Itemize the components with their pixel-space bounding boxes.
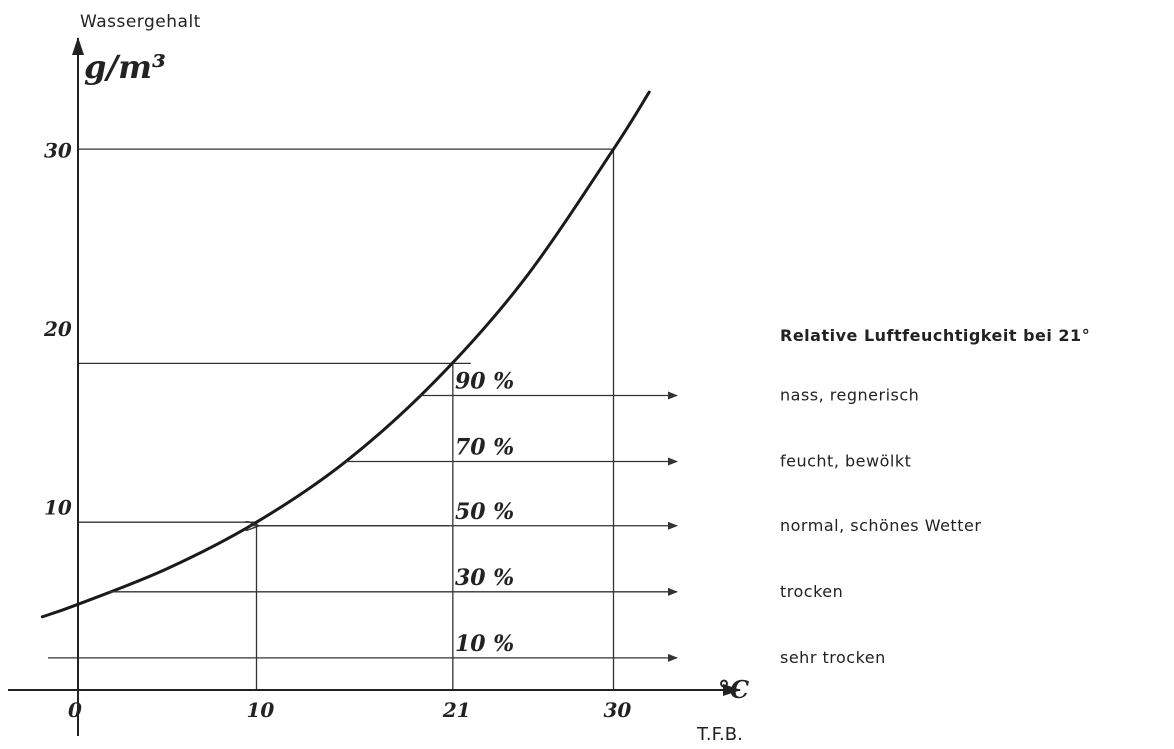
legend-item-30: trocken — [780, 582, 843, 601]
y-tick-label-2: 30 — [44, 139, 72, 163]
saturation-curve — [40, 90, 651, 619]
source-label: T.F.B. — [696, 724, 743, 744]
x-tick-label-3: 30 — [604, 698, 632, 722]
level-label-90: 90 % — [455, 368, 514, 394]
x-axis-unit: °C — [718, 675, 749, 704]
x-tick-label-1: 10 — [247, 698, 275, 722]
curve-layer — [40, 90, 651, 619]
y-axis-label: Wassergehalt — [80, 12, 201, 32]
legend-item-90: nass, regnerisch — [780, 385, 919, 404]
legend-item-50: normal, schönes Wetter — [780, 516, 981, 535]
humidity-levels: 90 % 70 % 50 % 30 % 10 % — [48, 368, 678, 662]
x-tick-label-0: 0 — [68, 698, 82, 722]
axes: 0 10 21 30 10 20 30 — [8, 37, 741, 736]
y-axis-unit: g/m³ — [84, 48, 166, 86]
y-tick-label-0: 10 — [44, 496, 72, 520]
level-label-30: 30 % — [455, 565, 514, 591]
y-tick-label-1: 20 — [43, 317, 72, 341]
grid-lines — [78, 148, 615, 690]
legend-item-70: feucht, bewölkt — [780, 452, 911, 471]
level-label-50: 50 % — [455, 499, 514, 525]
x-tick-label-2: 21 — [442, 698, 471, 722]
legend: Relative Luftfeuchtigkeit bei 21° nass, … — [780, 326, 1090, 667]
level-label-70: 70 % — [455, 435, 514, 461]
legend-item-10: sehr trocken — [780, 648, 886, 667]
level-label-10: 10 % — [455, 631, 514, 657]
legend-title: Relative Luftfeuchtigkeit bei 21° — [780, 326, 1090, 345]
